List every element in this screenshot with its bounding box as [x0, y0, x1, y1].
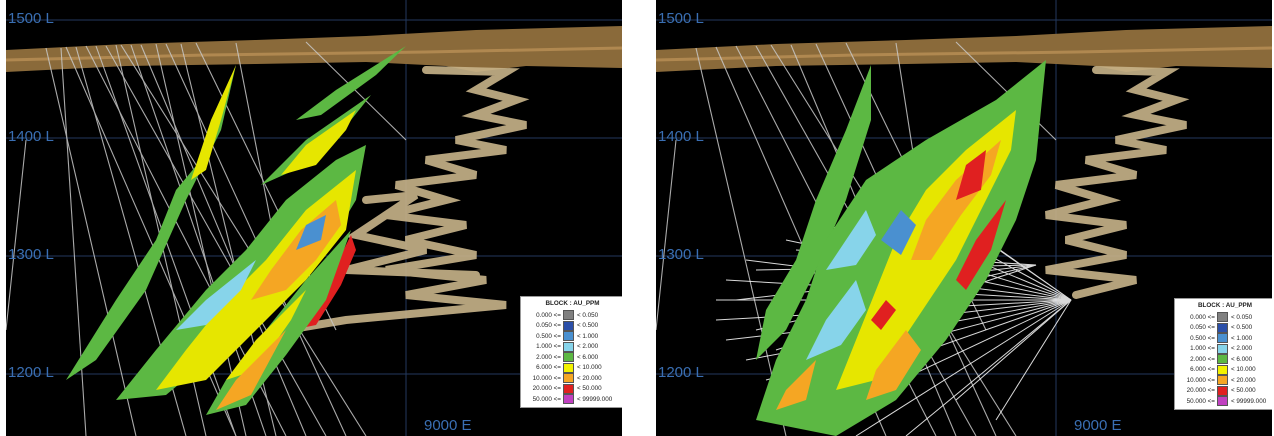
legend-row: 0.050 <= < 0.500 — [525, 320, 620, 332]
legend-swatch — [1217, 333, 1228, 344]
legend-row: 0.500 <= < 1.000 — [1179, 333, 1271, 344]
legend-title: BLOCK : AU_PPM — [1198, 302, 1252, 309]
legend-range-low: 0.050 <= — [536, 322, 561, 330]
legend-swatch — [1217, 385, 1228, 396]
legend-range-high: < 1.000 — [1231, 334, 1253, 342]
legend-range-low: 0.500 <= — [1190, 334, 1215, 342]
legend-range-low: 6.000 <= — [536, 364, 561, 372]
underground-workings — [282, 66, 530, 334]
legend-left: BLOCK : AU_PPM 0.000 <= < 0.050 0.050 <= < … — [520, 296, 622, 408]
ore-bodies — [756, 60, 1046, 436]
legend-row: 6.000 <= < 10.000 — [525, 362, 620, 374]
easting-label: 9000 E — [424, 417, 472, 434]
level-label-1300: 1300 L — [8, 246, 54, 263]
legend-swatch — [1217, 354, 1228, 365]
level-label-1200: 1200 L — [658, 364, 704, 381]
legend-range-low: 0.050 <= — [1190, 324, 1215, 332]
legend-swatch — [563, 331, 574, 342]
legend-range-high: < 20.000 — [1231, 376, 1256, 384]
legend-range-low: 6.000 <= — [1190, 366, 1215, 374]
legend-row: 10.000 <= < 20.000 — [525, 373, 620, 384]
legend-swatch — [563, 394, 574, 405]
legend-row: 0.000 <= < 0.050 — [1179, 312, 1271, 323]
legend-row: 1.000 <= < 2.000 — [525, 341, 620, 353]
legend-range-high: < 1.000 — [577, 332, 599, 340]
legend-row: 0.500 <= < 1.000 — [525, 331, 620, 342]
legend-rows: 0.000 <= < 0.050 0.050 <= < 0.500 0.500 <= < … — [525, 310, 620, 405]
legend-range-low: 10.000 <= — [532, 374, 561, 382]
legend-row: 6.000 <= < 10.000 — [1179, 364, 1271, 376]
legend-range-high: < 20.000 — [577, 374, 602, 382]
legend-range-low: 2.000 <= — [1190, 355, 1215, 363]
legend-row: 0.050 <= < 0.500 — [1179, 322, 1271, 334]
legend-row: 50.000 <= < 99999.000 — [1179, 396, 1271, 407]
ore-bodies — [66, 46, 406, 415]
legend-range-high: < 99999.000 — [577, 395, 613, 403]
legend-right: BLOCK : AU_PPM 0.000 <= < 0.050 0.050 <= < … — [1174, 298, 1272, 410]
legend-row: 20.000 <= < 50.000 — [1179, 385, 1271, 397]
legend-range-high: < 2.000 — [577, 343, 599, 351]
legend-range-low: 2.000 <= — [536, 353, 561, 361]
underground-workings — [1045, 66, 1190, 299]
legend-range-high: < 0.050 — [577, 311, 599, 319]
legend-swatch — [563, 320, 574, 331]
legend-range-high: < 6.000 — [1231, 355, 1253, 363]
legend-swatch — [563, 373, 574, 384]
legend-range-low: 10.000 <= — [1186, 376, 1215, 384]
legend-row: 0.000 <= < 0.050 — [525, 310, 620, 321]
legend-swatch — [1217, 375, 1228, 386]
legend-swatch — [563, 310, 574, 321]
level-label-1200: 1200 L — [8, 364, 54, 381]
level-label-1400: 1400 L — [658, 128, 704, 145]
legend-range-high: < 99999.000 — [1231, 397, 1267, 405]
legend-range-low: 20.000 <= — [1186, 387, 1215, 395]
legend-range-low: 0.500 <= — [536, 332, 561, 340]
legend-swatch — [563, 383, 574, 394]
left-section-scene — [6, 0, 622, 436]
topography-surface — [656, 26, 1272, 72]
legend-range-high: < 6.000 — [577, 353, 599, 361]
legend-row: 2.000 <= < 6.000 — [1179, 354, 1271, 365]
legend-range-high: < 0.050 — [1231, 313, 1253, 321]
legend-range-low: 20.000 <= — [532, 385, 561, 393]
legend-swatch — [563, 341, 574, 352]
legend-range-low: 0.000 <= — [536, 311, 561, 319]
legend-range-high: < 50.000 — [577, 385, 602, 393]
legend-title: BLOCK : AU_PPM — [545, 300, 600, 307]
legend-row: 50.000 <= < 99999.000 — [525, 394, 620, 405]
easting-label: 9000 E — [1074, 417, 1122, 434]
level-label-1500: 1500 L — [658, 10, 704, 27]
level-label-1400: 1400 L — [8, 128, 54, 145]
legend-range-high: < 2.000 — [1231, 345, 1253, 353]
legend-rows: 0.000 <= < 0.050 0.050 <= < 0.500 0.500 <= < … — [1179, 312, 1271, 407]
level-label-1300: 1300 L — [658, 246, 704, 263]
legend-row: 20.000 <= < 50.000 — [525, 383, 620, 395]
legend-range-high: < 10.000 — [577, 364, 602, 372]
legend-range-low: 1.000 <= — [536, 343, 561, 351]
legend-swatch — [1217, 322, 1228, 333]
legend-range-low: 0.000 <= — [1190, 313, 1215, 321]
legend-range-low: 50.000 <= — [1186, 397, 1215, 405]
legend-row: 1.000 <= < 2.000 — [1179, 343, 1271, 355]
legend-row: 10.000 <= < 20.000 — [1179, 375, 1271, 386]
legend-range-high: < 10.000 — [1231, 366, 1256, 374]
legend-swatch — [1217, 364, 1228, 375]
legend-swatch — [563, 352, 574, 363]
legend-range-low: 50.000 <= — [532, 395, 561, 403]
legend-range-high: < 0.500 — [577, 322, 599, 330]
legend-row: 2.000 <= < 6.000 — [525, 352, 620, 363]
legend-range-high: < 50.000 — [1231, 387, 1256, 395]
right-section-view: 1500 L 1400 L 1300 L 1200 L 9000 E BLOCK… — [656, 0, 1272, 436]
legend-range-high: < 0.500 — [1231, 324, 1253, 332]
legend-swatch — [1217, 312, 1228, 323]
level-label-1500: 1500 L — [8, 10, 54, 27]
right-section-scene — [656, 0, 1272, 436]
legend-swatch — [1217, 343, 1228, 354]
left-section-view: 1500 L 1400 L 1300 L 1200 L 9000 E BLOCK… — [6, 0, 622, 436]
legend-swatch — [563, 362, 574, 373]
legend-swatch — [1217, 396, 1228, 407]
legend-range-low: 1.000 <= — [1190, 345, 1215, 353]
